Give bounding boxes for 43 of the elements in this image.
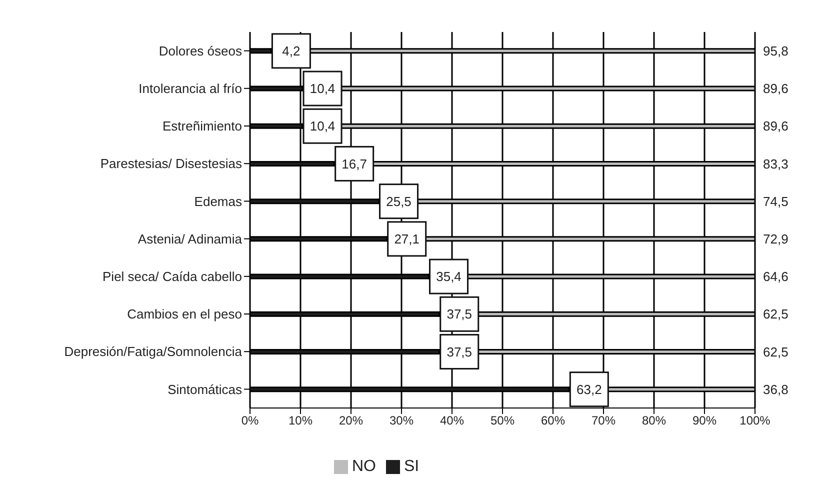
y-tick-label: Edemas <box>194 194 242 209</box>
y-tick-label: Dolores óseos <box>158 43 242 58</box>
data-label: 10,4 <box>310 118 336 134</box>
x-tick-label: 30% <box>389 414 414 428</box>
data-label: 64,6 <box>763 269 788 284</box>
data-label: 35,4 <box>436 269 462 284</box>
data-label: 89,6 <box>763 81 788 96</box>
legend-label: NO <box>352 458 376 475</box>
data-label: 89,6 <box>763 118 788 134</box>
data-label: 83,3 <box>763 156 788 172</box>
x-tick-label: 50% <box>490 414 515 428</box>
data-label: 27,1 <box>394 231 420 246</box>
x-tick-label: 40% <box>440 414 464 428</box>
y-tick-label: Estreñimiento <box>162 118 242 134</box>
y-tick-label: Astenia/ Adinamia <box>138 231 243 246</box>
data-label: 95,8 <box>763 43 788 58</box>
x-tick-label: 70% <box>591 414 616 428</box>
y-tick-label: Intolerancia al frío <box>138 81 242 96</box>
data-label: 25,5 <box>386 194 412 209</box>
x-tick-label: 0% <box>241 414 259 428</box>
x-tick-label: 80% <box>642 414 666 428</box>
data-label: 36,8 <box>763 382 788 397</box>
data-label: 72,9 <box>763 231 788 246</box>
data-label: 62,5 <box>763 306 788 322</box>
x-tick-label: 20% <box>338 414 364 428</box>
y-tick-label: Parestesias/ Disestesias <box>100 156 242 172</box>
data-label: 4,2 <box>282 43 300 58</box>
x-tick-label: 100% <box>740 414 771 428</box>
data-label: 37,5 <box>446 306 472 322</box>
data-label: 62,5 <box>763 344 788 360</box>
data-label: 74,5 <box>763 194 788 209</box>
y-tick-label: Depresión/Fatiga/Somnolencia <box>64 344 243 360</box>
x-tick-label: 10% <box>288 414 313 428</box>
data-label: 37,5 <box>446 344 472 360</box>
data-label: 63,2 <box>576 382 602 397</box>
y-tick-label: Sintomáticas <box>168 382 242 397</box>
x-tick-label: 60% <box>540 414 566 428</box>
y-tick-label: Cambios en el peso <box>127 306 242 322</box>
data-label: 10,4 <box>310 81 336 96</box>
data-label: 16,7 <box>342 156 367 172</box>
x-tick-label: 90% <box>692 414 717 428</box>
y-tick-label: Piel seca/ Caída cabello <box>102 269 242 284</box>
legend-label: SI <box>404 458 420 475</box>
